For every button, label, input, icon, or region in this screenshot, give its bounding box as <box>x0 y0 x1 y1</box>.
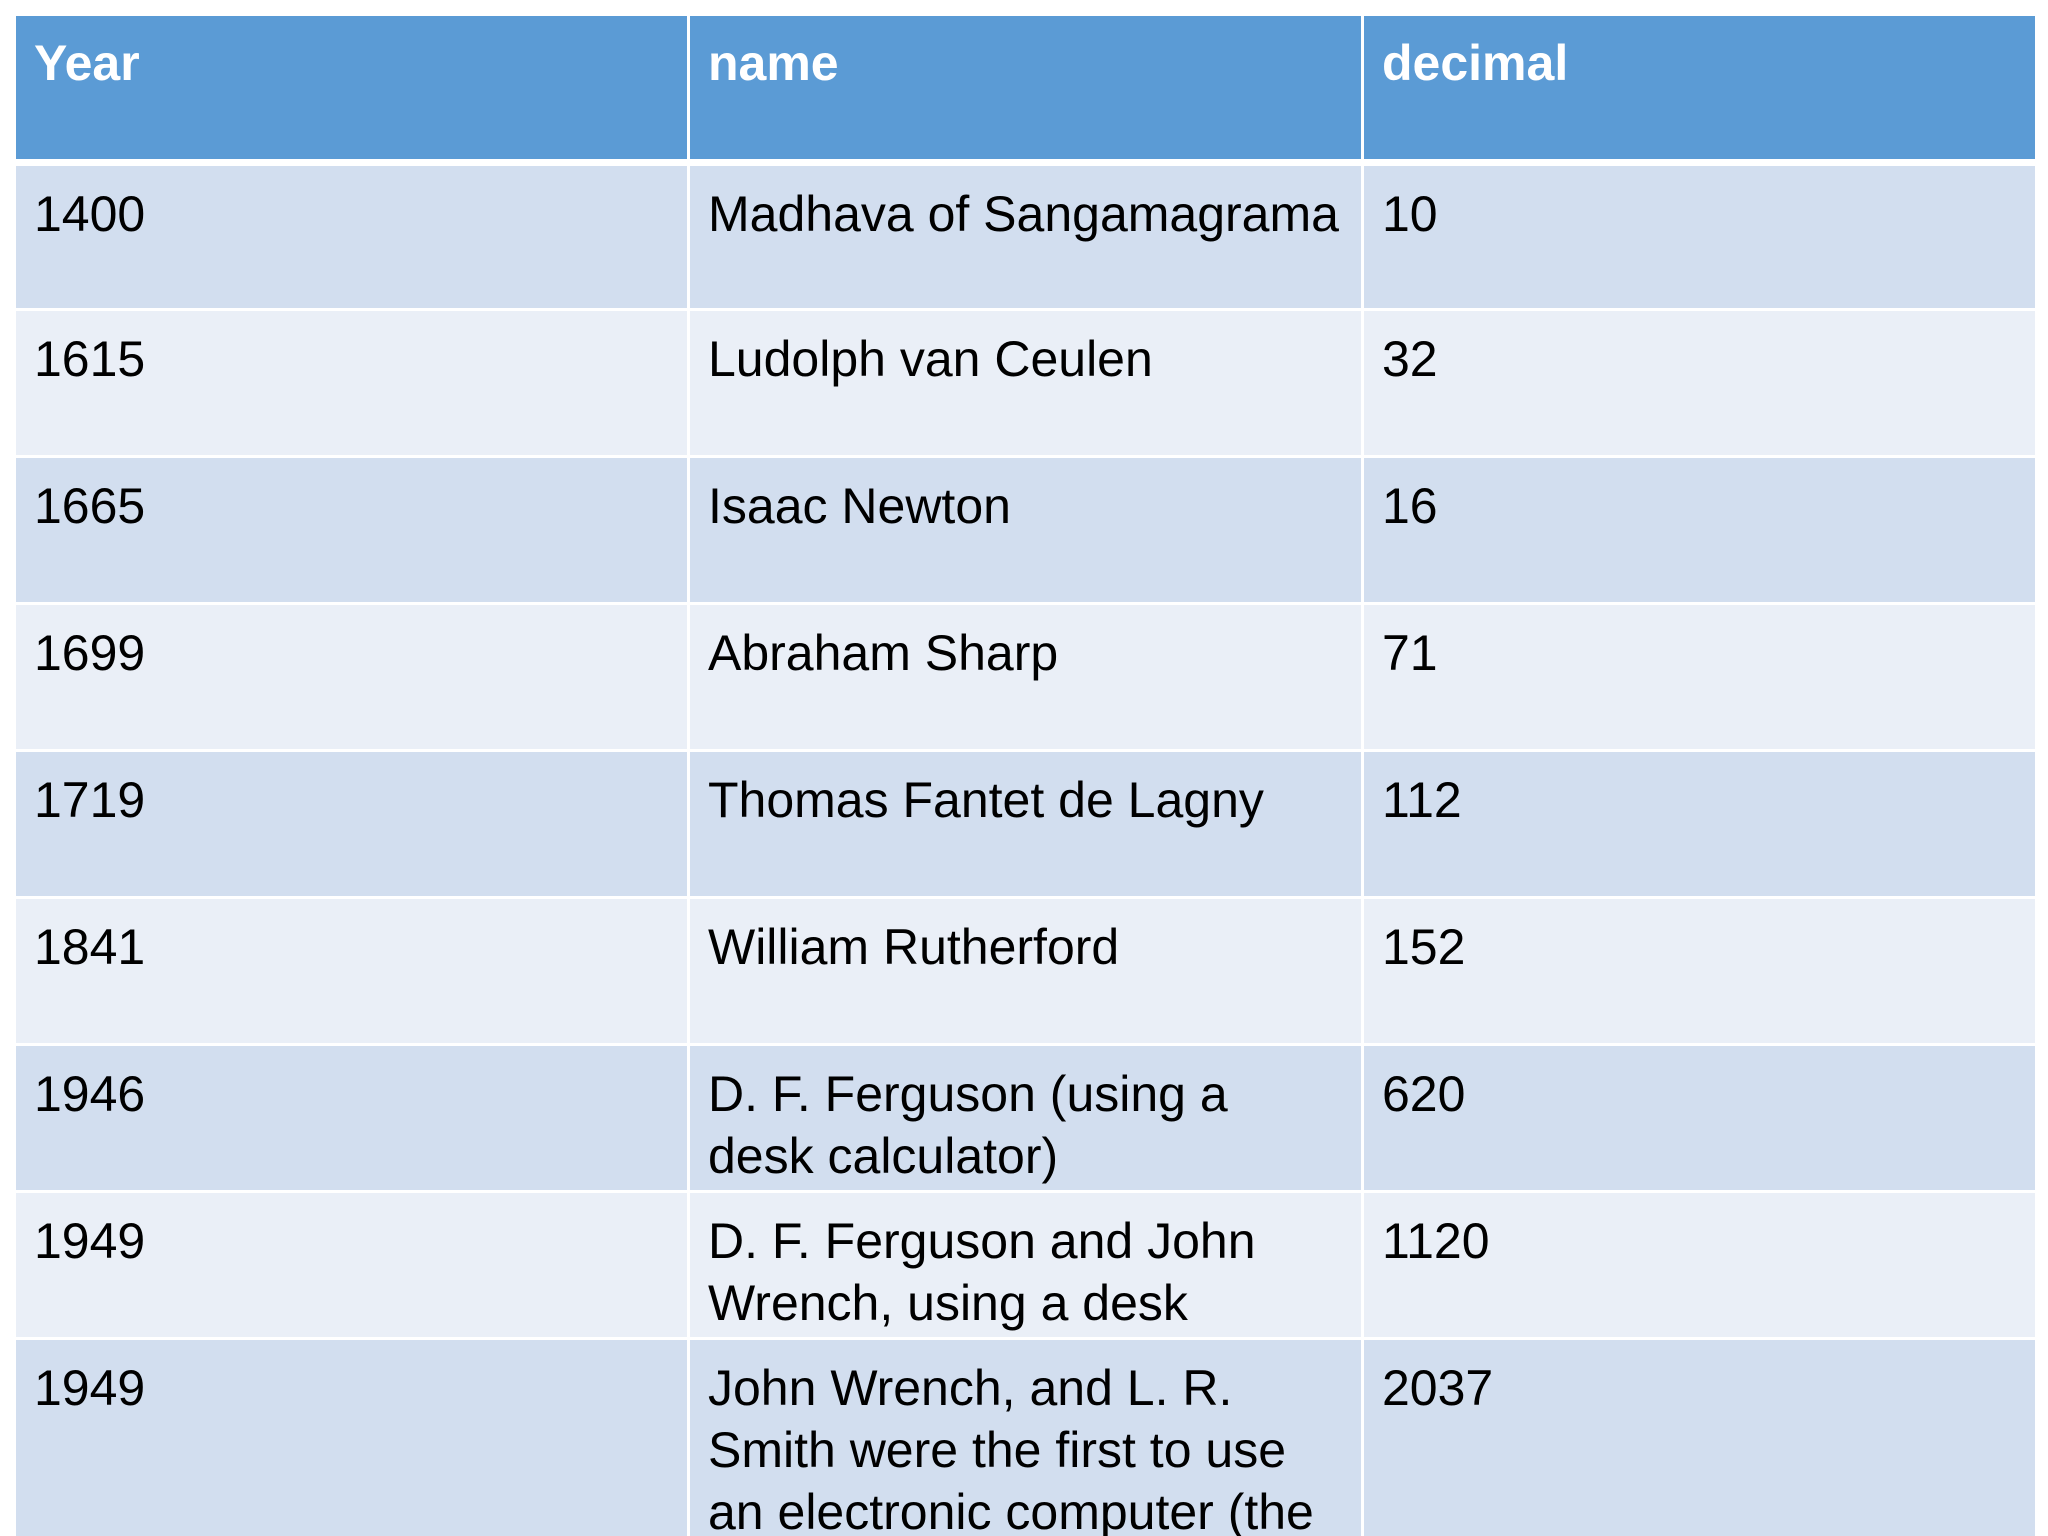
table-row: 1699 Abraham Sharp 71 <box>13 602 2038 752</box>
header-decimal: decimal <box>1361 13 2038 166</box>
cell-name: Abraham Sharp <box>687 602 1364 752</box>
cell-decimal: 2037 <box>1361 1337 2038 1536</box>
cell-decimal: 16 <box>1361 455 2038 605</box>
cell-year: 1949 <box>13 1190 690 1340</box>
cell-decimal: 71 <box>1361 602 2038 752</box>
header-year: Year <box>13 13 690 166</box>
table-row: 1665 Isaac Newton 16 <box>13 455 2038 605</box>
table-row: 1841 William Rutherford 152 <box>13 896 2038 1046</box>
cell-year: 1949 <box>13 1337 690 1536</box>
header-row: Year name decimal <box>13 13 2038 166</box>
cell-decimal: 10 <box>1361 161 2038 311</box>
cell-year: 1615 <box>13 308 690 458</box>
table-body: 1400 Madhava of Sangamagrama 10 1615 Lud… <box>13 161 2038 1536</box>
cell-decimal: 1120 <box>1361 1190 2038 1340</box>
cell-year: 1665 <box>13 455 690 605</box>
cell-decimal: 32 <box>1361 308 2038 458</box>
table-row: 1946 D. F. Ferguson (using a desk calcul… <box>13 1043 2038 1193</box>
cell-name: D. F. Ferguson (using a desk calculator) <box>687 1043 1364 1193</box>
cell-year: 1841 <box>13 896 690 1046</box>
table-row: 1615 Ludolph van Ceulen 32 <box>13 308 2038 458</box>
cell-decimal: 620 <box>1361 1043 2038 1193</box>
table-row: 1719 Thomas Fantet de Lagny 112 <box>13 749 2038 899</box>
cell-name: William Rutherford <box>687 896 1364 1046</box>
cell-decimal: 152 <box>1361 896 2038 1046</box>
cell-year: 1400 <box>13 161 690 311</box>
pi-records-table: Year name decimal 1400 Madhava of Sangam… <box>13 13 2038 1536</box>
cell-name: Thomas Fantet de Lagny <box>687 749 1364 899</box>
table-header: Year name decimal <box>13 13 2038 166</box>
cell-name: John Wrench, and L. R. Smith were the fi… <box>687 1337 1364 1536</box>
header-name: name <box>687 13 1364 166</box>
cell-decimal: 112 <box>1361 749 2038 899</box>
table-row: 1949 John Wrench, and L. R. Smith were t… <box>13 1337 2038 1536</box>
cell-year: 1946 <box>13 1043 690 1193</box>
cell-name: Ludolph van Ceulen <box>687 308 1364 458</box>
cell-name: Isaac Newton <box>687 455 1364 605</box>
cell-year: 1699 <box>13 602 690 752</box>
cell-name: Madhava of Sangamagrama <box>687 161 1364 311</box>
table-row: 1400 Madhava of Sangamagrama 10 <box>13 161 2038 311</box>
table-row: 1949 D. F. Ferguson and John Wrench, usi… <box>13 1190 2038 1340</box>
cell-name: D. F. Ferguson and John Wrench, using a … <box>687 1190 1364 1340</box>
cell-year: 1719 <box>13 749 690 899</box>
